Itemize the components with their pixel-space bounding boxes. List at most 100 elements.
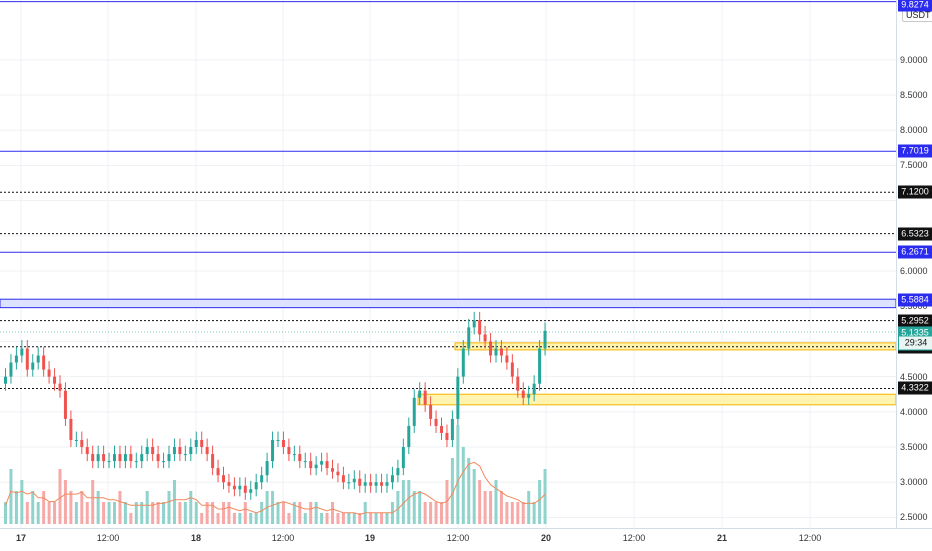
- volume-bar: [309, 502, 313, 524]
- time-tick: 17: [15, 533, 27, 543]
- candle-body: [390, 475, 394, 483]
- time-tick: 18: [190, 533, 202, 543]
- time-tick: 19: [364, 533, 376, 543]
- volume-bar: [47, 502, 51, 524]
- level-tag-9.8274: 9.8274: [898, 0, 932, 12]
- price-tick: 8.5000: [900, 90, 928, 101]
- candle-body: [401, 447, 405, 469]
- candle-body: [222, 475, 225, 483]
- price-tick: 9.0000: [900, 54, 928, 65]
- level-tag-7.1200: 7.1200: [898, 185, 932, 199]
- candle-body: [227, 482, 231, 486]
- candle-body: [407, 425, 411, 448]
- candle-body: [232, 485, 236, 490]
- candle-body: [74, 440, 78, 441]
- volume-bar: [358, 513, 362, 524]
- candle-body: [380, 482, 384, 486]
- volume-bar: [9, 469, 13, 524]
- volume-bar: [162, 502, 166, 524]
- candle-body: [243, 485, 247, 493]
- volume-bar: [483, 491, 487, 524]
- volume-bar: [243, 502, 247, 524]
- candle-body: [456, 376, 460, 419]
- candle-body: [347, 482, 351, 484]
- candle-body: [385, 482, 389, 486]
- candle-body: [183, 454, 187, 456]
- candle-body: [461, 348, 465, 377]
- volume-bar: [20, 480, 24, 524]
- candle-body: [467, 327, 471, 349]
- volume-bar: [42, 491, 46, 524]
- volume-bar: [396, 491, 400, 524]
- time-tick: 12:00: [622, 533, 646, 543]
- candle-body: [249, 489, 253, 493]
- candle-body: [91, 454, 95, 462]
- volume-bar: [538, 480, 542, 524]
- resistance-zone-blue: [0, 298, 897, 309]
- volume-bar: [347, 513, 351, 524]
- volume-bar: [129, 513, 133, 524]
- volume-bar: [478, 480, 482, 524]
- candle-body: [341, 475, 345, 483]
- price-axis[interactable]: [896, 0, 932, 528]
- volume-bar: [532, 502, 536, 524]
- candle-body: [271, 440, 275, 462]
- volume-bar: [178, 502, 182, 524]
- volume-bar: [434, 502, 438, 524]
- candle-body: [314, 464, 318, 469]
- volume-bar: [287, 513, 291, 524]
- time-tick: 12:00: [446, 533, 470, 543]
- candle-body: [14, 355, 18, 363]
- candle-body: [162, 461, 166, 463]
- candle-body: [309, 461, 313, 469]
- volume-bar: [36, 502, 40, 524]
- yellow-zone-lower: [417, 393, 897, 406]
- level-tag-4.3322: 4.3322: [898, 381, 932, 395]
- volume-bar: [314, 502, 318, 524]
- volume-bar: [423, 502, 427, 524]
- level-tag-5.2952: 5.2952: [898, 314, 932, 328]
- candle-body: [440, 425, 443, 433]
- volume-bar: [298, 502, 302, 524]
- candle-body: [303, 461, 307, 463]
- level-tag-6.2671: 6.2671: [898, 245, 932, 259]
- candle-body: [80, 440, 84, 448]
- candle-body: [521, 390, 525, 398]
- volume-bar: [189, 491, 193, 524]
- volume-bar: [249, 513, 253, 524]
- candle-body: [151, 447, 155, 455]
- candle-body: [434, 418, 438, 426]
- volume-bar: [260, 502, 264, 524]
- time-tick: 12:00: [96, 533, 120, 543]
- candle-body: [516, 376, 520, 391]
- volume-bar: [96, 491, 100, 524]
- candle-body: [140, 454, 144, 462]
- candle-body: [510, 362, 514, 377]
- price-tick: 3.0000: [900, 477, 928, 488]
- candle-countdown-tag: 29:34: [898, 335, 932, 351]
- candle-body: [265, 461, 269, 476]
- volume-bar: [407, 480, 411, 524]
- level-tag-6.5323: 6.5323: [898, 227, 932, 241]
- volume-bar: [412, 491, 416, 524]
- candle-body: [412, 397, 416, 426]
- candle-body: [445, 432, 449, 440]
- candle-body: [527, 394, 531, 398]
- candle-body: [478, 320, 482, 335]
- candle-body: [42, 355, 46, 370]
- candle-body: [4, 376, 7, 384]
- candle-body: [63, 390, 67, 419]
- volume-bar: [227, 502, 231, 524]
- time-axis[interactable]: [0, 528, 932, 551]
- time-tick: 21: [716, 533, 728, 543]
- candle-body: [494, 348, 498, 356]
- candle-body: [216, 468, 220, 476]
- price-tick: 3.5000: [900, 442, 928, 453]
- candle-body: [200, 440, 204, 448]
- volume-bar: [134, 502, 138, 524]
- candle-body: [489, 341, 493, 356]
- candle-body: [450, 418, 454, 440]
- candle-body: [53, 376, 57, 384]
- volume-bar: [543, 469, 547, 524]
